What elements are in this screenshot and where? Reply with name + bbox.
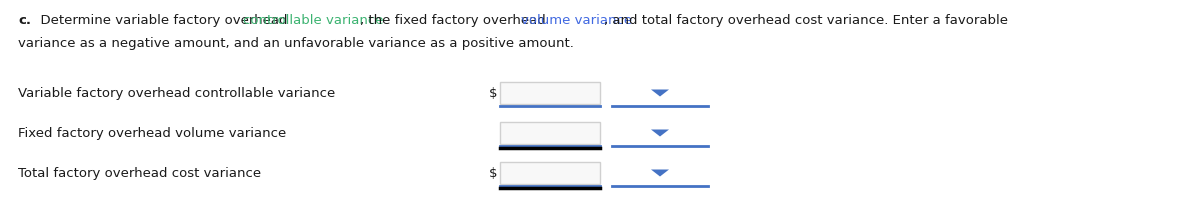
Polygon shape (650, 90, 670, 97)
Text: $: $ (488, 87, 497, 100)
Text: , the fixed factory overhead: , the fixed factory overhead (360, 14, 550, 27)
Text: $: $ (488, 167, 497, 180)
Bar (500, 83, 600, 104)
Text: c.: c. (18, 14, 31, 27)
Bar (500, 162, 600, 184)
Text: , and total factory overhead cost variance. Enter a favorable: , and total factory overhead cost varian… (604, 14, 1008, 27)
Text: controllable variance: controllable variance (244, 14, 384, 27)
Text: Fixed factory overhead volume variance: Fixed factory overhead volume variance (18, 127, 287, 140)
Text: Variable factory overhead controllable variance: Variable factory overhead controllable v… (18, 87, 335, 100)
Polygon shape (650, 130, 670, 137)
Text: variance as a negative amount, and an unfavorable variance as a positive amount.: variance as a negative amount, and an un… (18, 37, 574, 50)
Bar (500, 122, 600, 144)
Text: Total factory overhead cost variance: Total factory overhead cost variance (18, 167, 262, 180)
Polygon shape (650, 170, 670, 177)
Text: Determine variable factory overhead: Determine variable factory overhead (32, 14, 292, 27)
Text: volume variance: volume variance (521, 14, 631, 27)
